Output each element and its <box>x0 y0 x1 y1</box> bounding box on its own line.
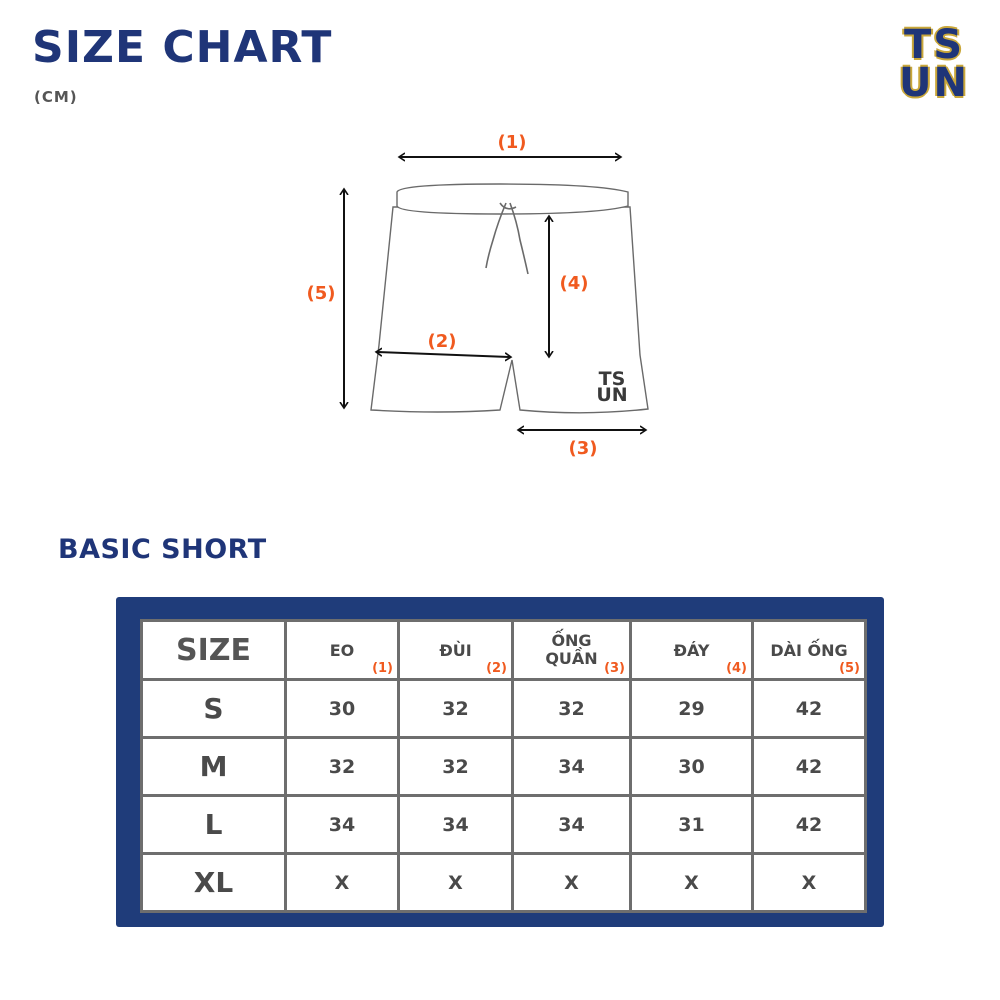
table-cell: X <box>629 852 754 913</box>
size-cell: XL <box>140 852 287 913</box>
size-cell: L <box>140 794 287 855</box>
table-cell: X <box>511 852 632 913</box>
table-cell: X <box>397 852 514 913</box>
brand-logo: TS UN <box>896 22 972 106</box>
table-cell: 32 <box>397 736 514 797</box>
table-cell: 34 <box>511 794 632 855</box>
garment-logo-line1: TS <box>599 368 626 390</box>
column-header-number: (5) <box>839 661 860 676</box>
measure-label-1: (1) <box>498 132 527 153</box>
column-header-dai-ong: DÀI ỐNG (5) <box>751 619 867 681</box>
table-row: XL X X X X X <box>140 852 867 913</box>
unit-label: (CM) <box>34 88 78 106</box>
column-header-label: EO <box>329 640 355 660</box>
table-cell: 32 <box>511 678 632 739</box>
table-cell: 34 <box>511 736 632 797</box>
measure-label-2: (2) <box>428 331 457 352</box>
column-header-ong-quan: ỐNG QUẦN (3) <box>511 619 632 681</box>
arrow-thigh <box>377 352 510 357</box>
drawstring <box>485 202 529 275</box>
size-cell: M <box>140 736 287 797</box>
table-cell: 30 <box>284 678 400 739</box>
table-cell: 42 <box>751 736 867 797</box>
column-header-day: ĐÁY (4) <box>629 619 754 681</box>
garment-logo-line2: UN <box>596 384 627 406</box>
table-row: M 32 32 34 30 42 <box>140 736 867 797</box>
table-cell: 32 <box>284 736 400 797</box>
table-cell: 34 <box>284 794 400 855</box>
brand-logo-line2: UN <box>899 60 969 106</box>
table-cell: X <box>751 852 867 913</box>
size-cell: S <box>140 678 287 739</box>
measure-label-4: (4) <box>560 273 589 294</box>
table-cell: 29 <box>629 678 754 739</box>
column-header-number: (2) <box>486 661 507 676</box>
column-header-eo: EO (1) <box>284 619 400 681</box>
table-cell: 32 <box>397 678 514 739</box>
page-title: SIZE CHART <box>32 22 333 73</box>
table-cell: 31 <box>629 794 754 855</box>
column-header-number: (4) <box>726 661 747 676</box>
table-cell: 42 <box>751 678 867 739</box>
table-cell: X <box>284 852 400 913</box>
size-table: SIZE EO (1) ĐÙI (2) ỐNG QUẦN (3) ĐÁY (4) <box>140 619 867 913</box>
brand-logo-line1: TS <box>903 22 965 68</box>
size-table-frame: SIZE EO (1) ĐÙI (2) ỐNG QUẦN (3) ĐÁY (4) <box>116 597 884 927</box>
table-row: S 30 32 32 29 42 <box>140 678 867 739</box>
column-header-label: DÀI ỐNG <box>770 640 848 660</box>
measure-label-5: (5) <box>307 283 336 304</box>
column-header-dui: ĐÙI (2) <box>397 619 514 681</box>
shorts-diagram: TS UN (1) (2) (3) (4) (5) <box>307 132 649 459</box>
column-header-number: (3) <box>604 661 625 676</box>
measure-label-3: (3) <box>569 438 598 459</box>
table-cell: 42 <box>751 794 867 855</box>
table-cell: 30 <box>629 736 754 797</box>
column-header-label: ĐÙI <box>439 640 472 660</box>
section-title: BASIC SHORT <box>58 534 267 565</box>
table-row: L 34 34 34 31 42 <box>140 794 867 855</box>
column-header-size: SIZE <box>140 619 287 681</box>
column-header-label: ỐNG QUẦN <box>545 631 598 668</box>
column-header-label: ĐÁY <box>673 640 710 660</box>
table-cell: 34 <box>397 794 514 855</box>
table-header-row: SIZE EO (1) ĐÙI (2) ỐNG QUẦN (3) ĐÁY (4) <box>140 619 867 681</box>
column-header-number: (1) <box>372 661 393 676</box>
